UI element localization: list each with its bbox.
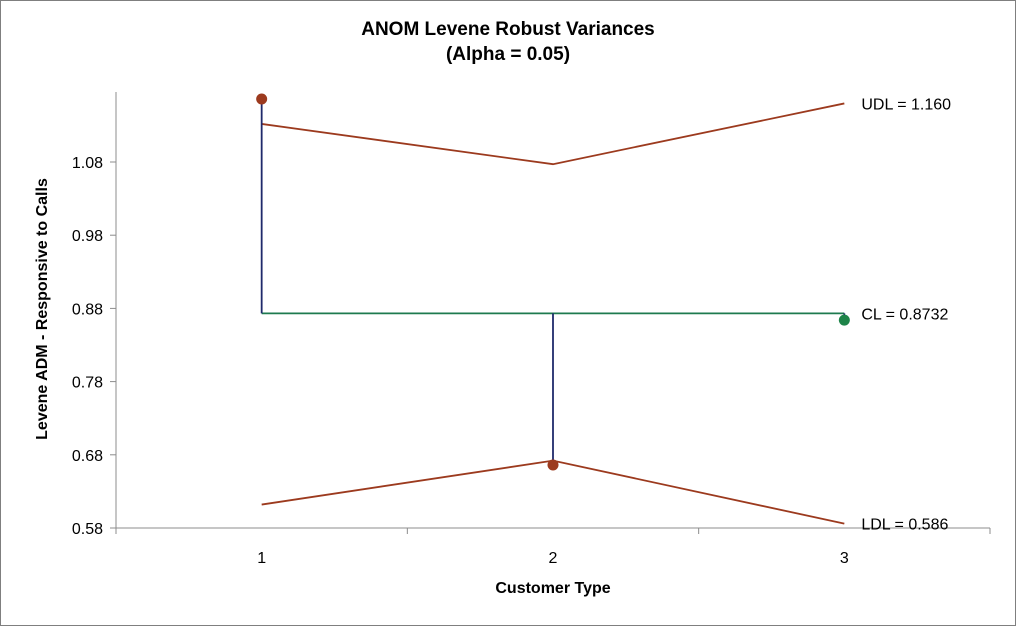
data-point bbox=[256, 93, 268, 105]
chart-subtitle: (Alpha = 0.05) bbox=[445, 44, 571, 65]
y-tick-label: 0.98 bbox=[72, 228, 103, 245]
y-tick-label: 0.88 bbox=[72, 301, 103, 318]
plot-area: UDL = 1.160 CL = 0.8732 LDL = 0.586 bbox=[256, 93, 951, 534]
axes: 0.58 0.68 0.78 0.88 0.98 1.08 1 2 3 bbox=[72, 92, 991, 567]
y-tick-label: 0.68 bbox=[72, 448, 103, 465]
data-point bbox=[838, 314, 850, 326]
y-tick-label: 0.78 bbox=[72, 375, 103, 392]
x-axis-title: Customer Type bbox=[495, 580, 610, 597]
cl-label: CL = 0.8732 bbox=[861, 306, 948, 323]
udl-label: UDL = 1.160 bbox=[861, 96, 951, 113]
chart-title: ANOM Levene Robust Variances bbox=[361, 19, 655, 40]
y-axis-title: Levene ADM - Responsive to Calls bbox=[34, 178, 51, 440]
x-tick-label: 2 bbox=[549, 550, 558, 567]
data-point bbox=[547, 459, 559, 471]
x-tick-label: 1 bbox=[257, 550, 266, 567]
ldl-label: LDL = 0.586 bbox=[861, 517, 948, 534]
x-tick-label: 3 bbox=[840, 550, 849, 567]
y-tick-label: 1.08 bbox=[72, 155, 103, 172]
upper-decision-limit-line bbox=[261, 102, 845, 166]
y-tick-label: 0.58 bbox=[72, 521, 103, 538]
